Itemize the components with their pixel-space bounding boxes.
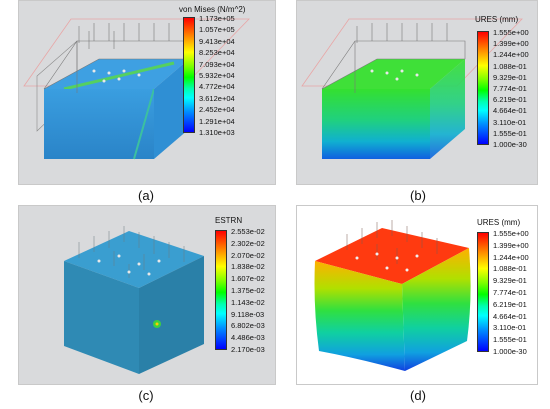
tick-label: 9.118e-03 [231, 309, 265, 319]
tick-label: 1.375e-02 [231, 286, 265, 295]
tick-label: 3.110e-01 [493, 323, 527, 333]
cube-front-face [322, 89, 430, 159]
tick-label: 7.774e-01 [493, 84, 527, 93]
scale-title: von Mises (N/m^2) [179, 5, 246, 14]
panel-caption: (c) [138, 388, 154, 403]
panel-b: URES (mm) 1.555e+00 1.399e+00 1.244e+00 … [296, 0, 538, 185]
panel-d: URES (mm) 1.555e+00 1.399e+00 1.244e+00 … [296, 205, 538, 385]
tick-label: 1.057e+05 [199, 25, 235, 35]
cube-top-face [315, 228, 469, 284]
tick-label: 7.774e-01 [493, 288, 527, 297]
tick-label: 5.932e+04 [199, 71, 235, 80]
tick-label: 4.486e-03 [231, 333, 265, 343]
tick-label: 4.772e+04 [199, 82, 235, 92]
tick-label: 9.329e-01 [493, 72, 527, 82]
displacement-cube-render [314, 220, 471, 371]
tick-label: 6.802e-03 [231, 321, 265, 331]
cube-front-face [44, 89, 154, 159]
tick-label: 9.329e-01 [493, 276, 527, 286]
color-scale-bar [183, 17, 195, 133]
tick-label: 1.399e+00 [493, 240, 529, 250]
tick-label: 1.555e-01 [493, 128, 527, 138]
scale-title: URES (mm) [477, 218, 521, 227]
scale-title: URES (mm) [475, 15, 519, 24]
tick-label: 1.555e-01 [493, 335, 527, 345]
scale-title: ESTRN [215, 216, 243, 225]
tick-label: 4.664e-01 [493, 106, 527, 116]
tick-label: 1.000e-30 [493, 347, 527, 356]
tick-label: 1.173e+05 [199, 14, 235, 23]
tick-label: 1.310e+03 [199, 128, 235, 137]
panel-caption: (b) [410, 188, 426, 203]
cube-side-face [139, 256, 204, 374]
cube-side-face [402, 248, 471, 371]
tick-label: 1.838e-02 [231, 262, 265, 272]
cube-top-face [322, 59, 465, 89]
tick-label: 2.170e-03 [231, 345, 265, 354]
tick-label: 1.088e-01 [493, 264, 527, 274]
tick-label: 1.607e-02 [231, 274, 265, 284]
stress-cube-render [23, 18, 250, 160]
tick-label: 1.088e-01 [493, 61, 527, 71]
cube-side-face [154, 59, 189, 159]
tick-label: 1.143e-02 [231, 297, 265, 307]
displacement-cube-render [301, 18, 523, 159]
tick-label: 3.612e+04 [199, 93, 235, 103]
color-scale-bar [477, 232, 489, 352]
panel-caption: (a) [138, 188, 154, 203]
tick-label: 7.093e+04 [199, 59, 235, 69]
cube-side-face [430, 59, 465, 159]
tick-label: 2.302e-02 [231, 238, 265, 248]
tick-label: 6.219e-01 [493, 299, 527, 309]
tick-label: 6.219e-01 [493, 95, 527, 105]
panel-c: ESTRN 2.553e-02 2.302e-02 2.070e-02 1.83… [18, 205, 276, 385]
tick-label: 4.664e-01 [493, 311, 527, 321]
tick-label: 1.555e+00 [493, 28, 529, 37]
panel-a: von Mises (N/m^2) 1.173e+05 1.057e+05 9.… [18, 0, 276, 185]
tick-label: 1.399e+00 [493, 39, 529, 49]
strain-cube-render [64, 226, 204, 374]
tick-label: 2.070e-02 [231, 250, 265, 260]
cube-front-face [314, 261, 405, 371]
tick-label: 2.553e-02 [231, 227, 265, 236]
tick-label: 1.291e+04 [199, 116, 235, 126]
tick-label: 1.555e+00 [493, 229, 529, 238]
color-scale-bar [477, 31, 489, 145]
cube-front-face [64, 261, 139, 374]
tick-label: 9.413e+04 [199, 36, 235, 46]
tick-label: 1.244e+00 [493, 252, 529, 262]
tick-label: 1.000e-30 [493, 140, 527, 149]
tick-label: 3.110e-01 [493, 117, 527, 127]
panel-caption: (d) [410, 388, 426, 403]
tick-label: 8.253e+04 [199, 48, 235, 58]
color-scale-bar [215, 230, 227, 350]
tick-label: 2.452e+04 [199, 105, 235, 115]
tick-label: 1.244e+00 [493, 50, 529, 60]
